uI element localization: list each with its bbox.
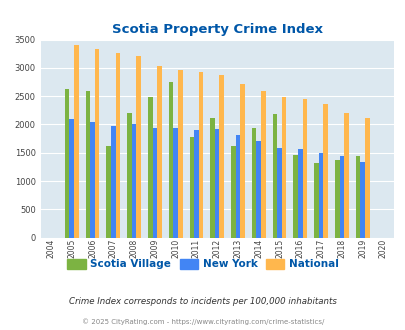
Bar: [240, 84, 244, 238]
Bar: [136, 56, 141, 238]
Bar: [173, 128, 177, 238]
Bar: [189, 138, 194, 238]
Bar: [65, 89, 69, 238]
Bar: [127, 113, 132, 238]
Bar: [214, 129, 219, 238]
Bar: [90, 122, 95, 238]
Bar: [293, 155, 297, 238]
Bar: [111, 126, 115, 238]
Bar: [177, 70, 182, 238]
Bar: [115, 53, 120, 238]
Title: Scotia Property Crime Index: Scotia Property Crime Index: [111, 23, 322, 36]
Bar: [318, 153, 323, 238]
Bar: [260, 91, 265, 238]
Bar: [302, 99, 307, 238]
Bar: [132, 124, 136, 238]
Bar: [95, 49, 99, 238]
Bar: [364, 118, 369, 238]
Bar: [230, 146, 235, 238]
Bar: [210, 118, 214, 238]
Bar: [343, 113, 348, 238]
Bar: [297, 149, 302, 238]
Bar: [251, 128, 256, 238]
Bar: [74, 45, 79, 238]
Bar: [256, 141, 260, 238]
Text: Crime Index corresponds to incidents per 100,000 inhabitants: Crime Index corresponds to incidents per…: [69, 297, 336, 307]
Bar: [360, 162, 364, 238]
Bar: [313, 163, 318, 238]
Bar: [69, 119, 74, 238]
Bar: [152, 128, 157, 238]
Bar: [219, 75, 224, 238]
Text: © 2025 CityRating.com - https://www.cityrating.com/crime-statistics/: © 2025 CityRating.com - https://www.city…: [82, 318, 323, 325]
Bar: [85, 91, 90, 238]
Bar: [281, 97, 286, 238]
Bar: [148, 97, 152, 238]
Bar: [272, 114, 277, 238]
Bar: [198, 72, 203, 238]
Bar: [277, 148, 281, 238]
Bar: [334, 159, 339, 238]
Bar: [355, 155, 360, 238]
Bar: [235, 135, 240, 238]
Legend: Scotia Village, New York, National: Scotia Village, New York, National: [63, 255, 342, 274]
Bar: [194, 130, 198, 238]
Bar: [339, 155, 343, 238]
Bar: [168, 82, 173, 238]
Bar: [323, 104, 327, 238]
Bar: [106, 146, 111, 238]
Bar: [157, 66, 161, 238]
